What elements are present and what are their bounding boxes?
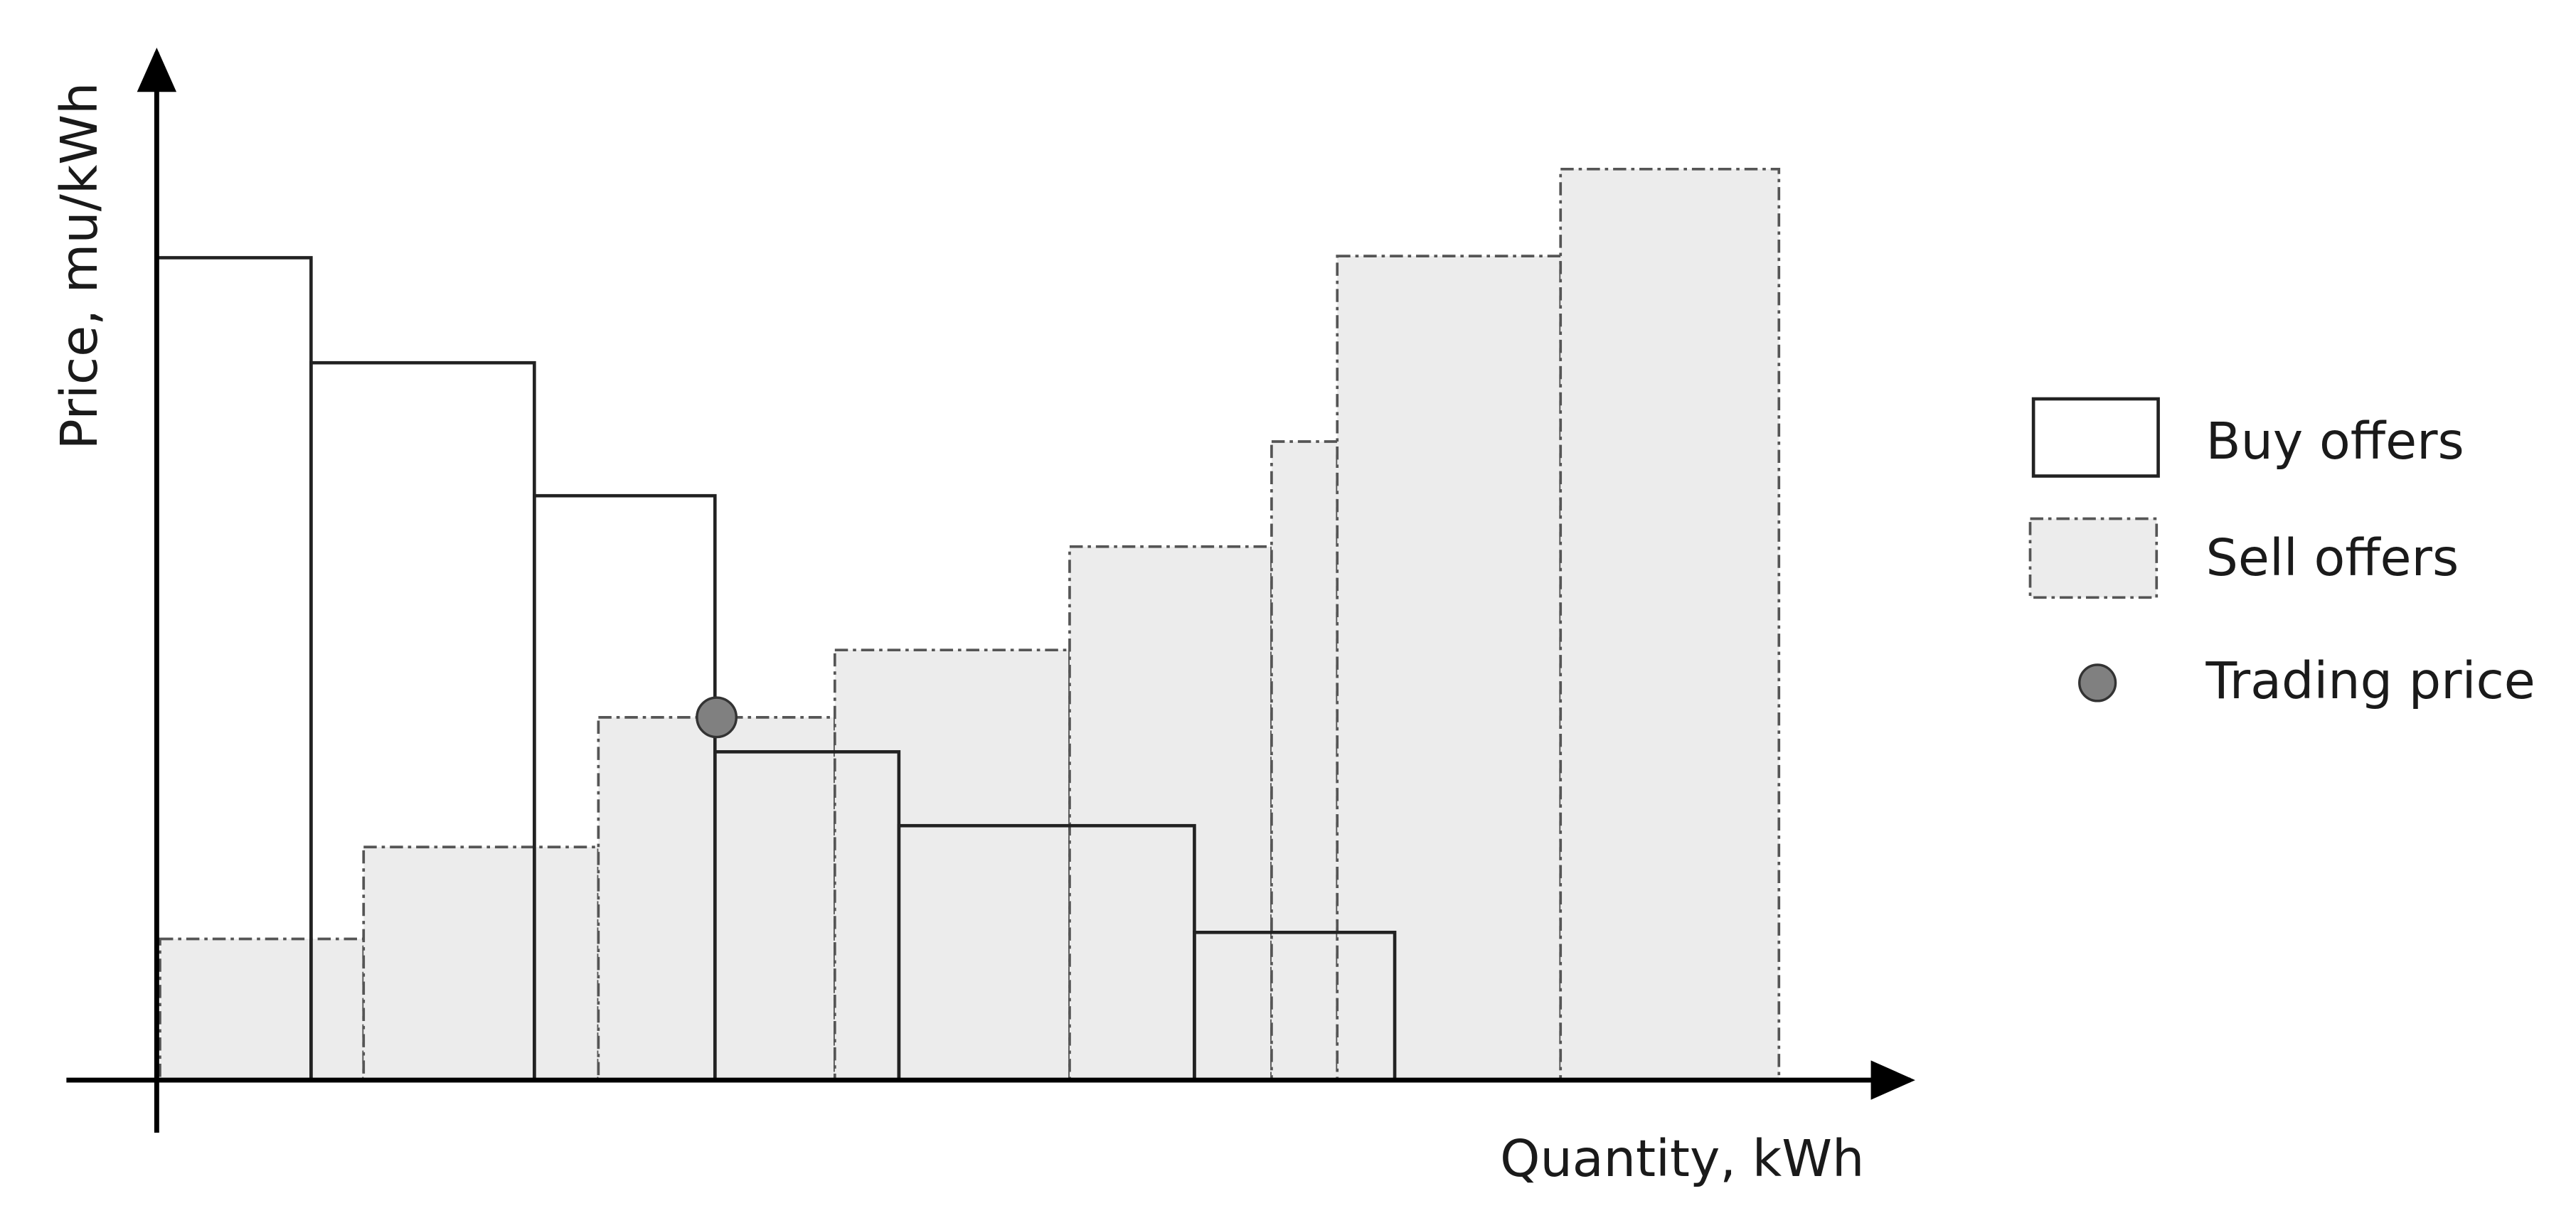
legend-trading-swatch <box>2078 663 2117 703</box>
trading-price-point <box>696 696 738 739</box>
legend-label: Sell offers <box>2206 528 2459 587</box>
sell-block <box>833 648 1071 1081</box>
sell-block <box>1270 440 1339 1081</box>
sell-block <box>362 845 600 1081</box>
sell-offers <box>159 167 1781 1081</box>
legend: Buy offers Sell offers Trading price <box>2028 397 2535 710</box>
sell-block <box>1068 545 1273 1081</box>
legend-label: Buy offers <box>2206 412 2464 471</box>
sell-block <box>1559 167 1781 1081</box>
legend-buy-swatch <box>2031 397 2160 478</box>
x-axis-label: Quantity, kWh <box>1500 1129 1864 1188</box>
legend-label: Trading price <box>2205 651 2535 710</box>
legend-sell-swatch <box>2028 517 2159 599</box>
y-axis-label: Price, mu/kWh <box>50 82 109 450</box>
sell-block <box>1336 255 1563 1081</box>
sell-block <box>159 937 366 1081</box>
